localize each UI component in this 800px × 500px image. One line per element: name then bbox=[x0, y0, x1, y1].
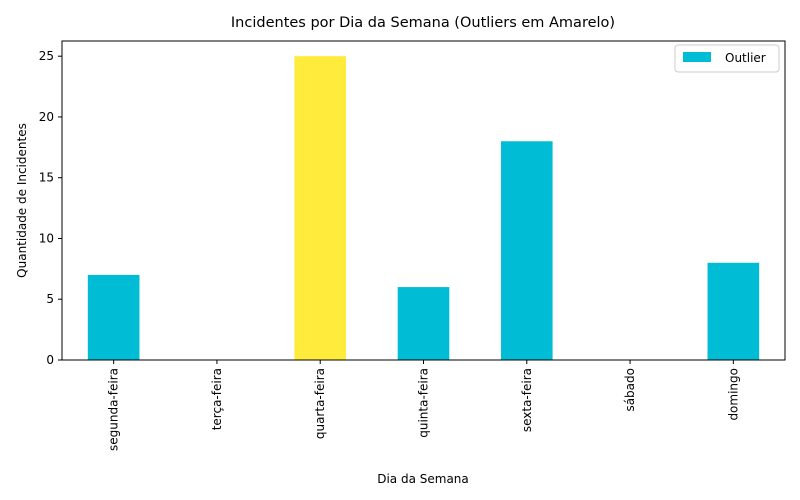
x-axis: segunda-feira terça-feira quarta-feira quin… bbox=[107, 360, 740, 451]
plot-frame bbox=[61, 40, 786, 361]
x-tick-label-2: quarta-feira bbox=[313, 368, 327, 439]
chart-title: Incidentes por Dia da Semana (Outliers e… bbox=[231, 15, 615, 31]
y-tick-label-1: 5 bbox=[46, 292, 54, 306]
x-tick-label-0: segunda-feira bbox=[107, 368, 121, 451]
bar-7 bbox=[707, 262, 760, 360]
x-tick-label-3: quinta-feira bbox=[417, 368, 431, 438]
bar-4 bbox=[397, 287, 450, 360]
legend-swatch bbox=[683, 52, 711, 62]
y-tick-label-4: 20 bbox=[39, 110, 54, 124]
y-tick-label-0: 0 bbox=[46, 353, 54, 367]
bars-group bbox=[87, 56, 760, 360]
y-tick-label-2: 10 bbox=[39, 231, 54, 245]
x-tick-label-1: terça-feira bbox=[210, 368, 224, 430]
legend-label: Outlier bbox=[725, 51, 766, 65]
bar-5 bbox=[500, 141, 553, 360]
bar-3 bbox=[294, 56, 347, 360]
y-axis-label: Quantidade de Incidentes bbox=[15, 123, 29, 278]
x-tick-label-6: domingo bbox=[726, 368, 740, 421]
bar-1 bbox=[87, 274, 140, 360]
legend: Outlier bbox=[674, 44, 780, 73]
y-tick-label-5: 25 bbox=[39, 49, 54, 63]
legend-box bbox=[674, 44, 780, 73]
x-tick-label-5: sábado bbox=[623, 368, 637, 412]
x-axis-label: Dia da Semana bbox=[377, 472, 469, 486]
x-tick-label-4: sexta-feira bbox=[520, 368, 534, 432]
y-tick-label-3: 15 bbox=[39, 171, 54, 185]
y-axis: 0 5 10 15 20 25 bbox=[39, 49, 62, 367]
